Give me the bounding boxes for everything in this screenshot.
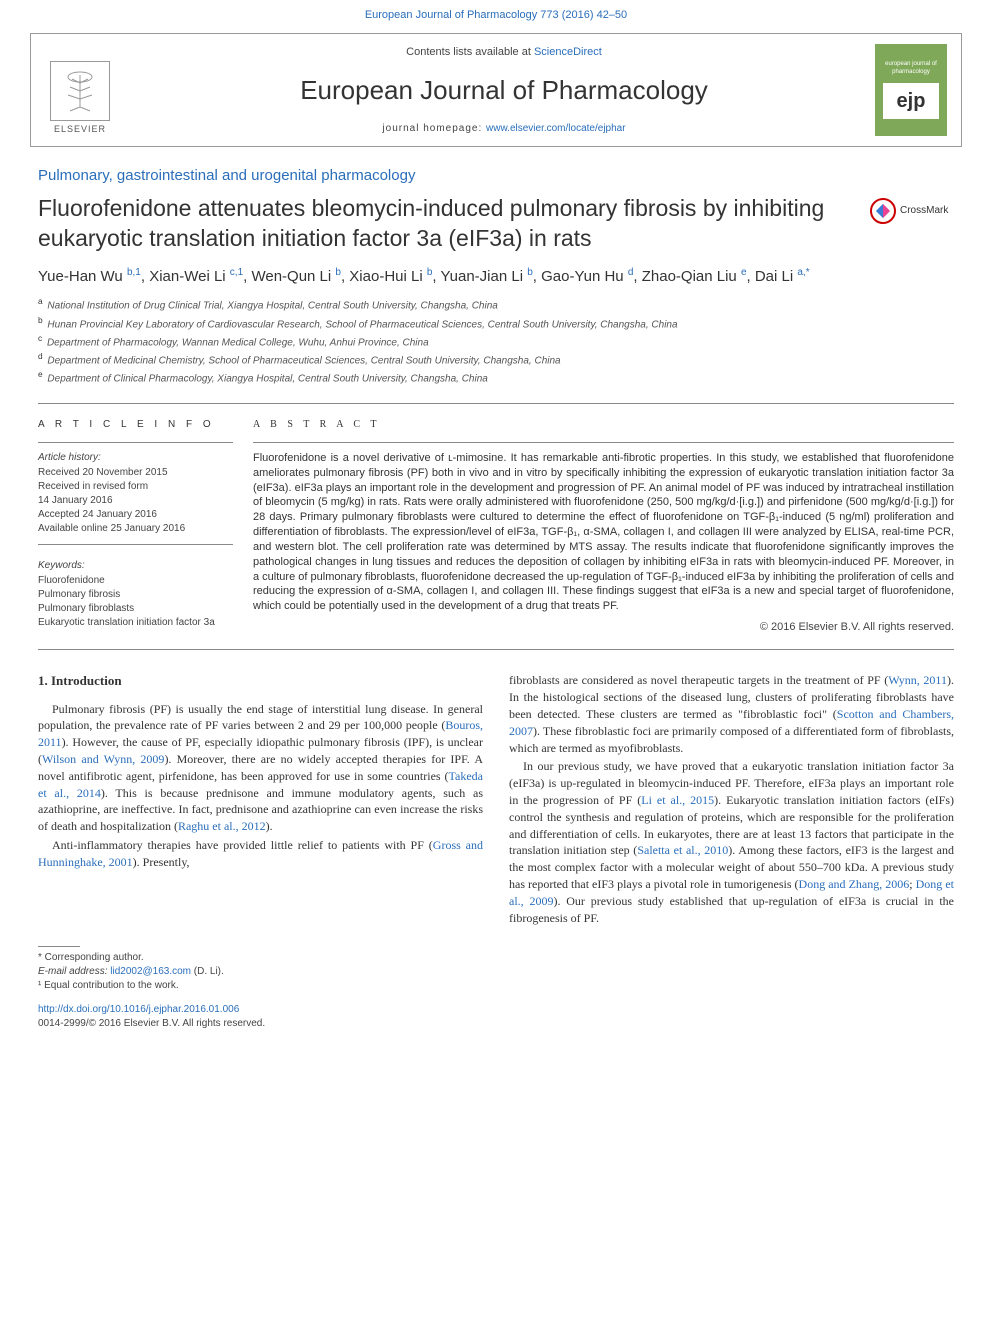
abstract-heading: A B S T R A C T <box>253 418 954 432</box>
section-label: Pulmonary, gastrointestinal and urogenit… <box>38 165 954 186</box>
issn-line: 0014-2999/© 2016 Elsevier B.V. All right… <box>38 1018 265 1029</box>
abstract-copyright: © 2016 Elsevier B.V. All rights reserved… <box>253 620 954 635</box>
keywords-label: Keywords: <box>38 559 233 573</box>
journal-homepage: journal homepage: www.elsevier.com/locat… <box>133 122 875 136</box>
intro-p1: Pulmonary fibrosis (PF) is usually the e… <box>38 701 483 835</box>
body-left-column: 1. Introduction Pulmonary fibrosis (PF) … <box>38 672 483 928</box>
article-info: A R T I C L E I N F O Article history: R… <box>38 418 253 636</box>
article-title: Fluorofenidone attenuates bleomycin-indu… <box>38 194 856 254</box>
contents-line: Contents lists available at ScienceDirec… <box>133 45 875 60</box>
equal-contribution: ¹ Equal contribution to the work. <box>38 979 474 993</box>
affiliation-line: b Hunan Provincial Key Laboratory of Car… <box>38 314 954 332</box>
corresponding-author: * Corresponding author. <box>38 951 474 965</box>
abstract-block: A B S T R A C T Fluorofenidone is a nove… <box>253 418 954 636</box>
journal-header: ELSEVIER Contents lists available at Sci… <box>30 33 962 147</box>
keyword-line: Pulmonary fibroblasts <box>38 602 233 616</box>
intro-p3: fibroblasts are considered as novel ther… <box>509 672 954 756</box>
journal-name: European Journal of Pharmacology <box>133 72 875 108</box>
homepage-link[interactable]: www.elsevier.com/locate/ejphar <box>486 123 626 134</box>
email-link[interactable]: lid2002@163.com <box>110 966 191 977</box>
history-line: Received 20 November 2015 <box>38 466 233 480</box>
cover-mid-text: ejp <box>883 83 939 119</box>
affiliation-line: c Department of Pharmacology, Wannan Med… <box>38 332 954 350</box>
article-info-heading: A R T I C L E I N F O <box>38 418 233 432</box>
elsevier-tree-icon <box>50 61 110 121</box>
affiliation-line: a National Institution of Drug Clinical … <box>38 295 954 313</box>
abstract-text: Fluorofenidone is a novel derivative of … <box>253 451 954 614</box>
body-right-column: fibroblasts are considered as novel ther… <box>509 672 954 928</box>
cover-top-text: european journal of pharmacology <box>875 58 947 79</box>
keyword-line: Fluorofenidone <box>38 574 233 588</box>
homepage-prefix: journal homepage: <box>382 123 486 134</box>
history-line: 14 January 2016 <box>38 494 233 508</box>
ref-link[interactable]: Wynn, 2011 <box>888 673 947 687</box>
contents-prefix: Contents lists available at <box>406 46 534 58</box>
ref-link[interactable]: Li et al., 2015 <box>641 793 714 807</box>
crossmark-label: CrossMark <box>900 204 948 218</box>
email-line: E-mail address: lid2002@163.com (D. Li). <box>38 965 474 979</box>
history-line: Accepted 24 January 2016 <box>38 508 233 522</box>
intro-heading: 1. Introduction <box>38 672 483 690</box>
doi-link[interactable]: http://dx.doi.org/10.1016/j.ejphar.2016.… <box>38 1004 239 1015</box>
intro-p2: Anti-inflammatory therapies have provide… <box>38 837 483 871</box>
divider <box>38 403 954 404</box>
ref-link[interactable]: Wilson and Wynn, 2009 <box>42 752 164 766</box>
divider <box>38 649 954 650</box>
affiliations: a National Institution of Drug Clinical … <box>38 295 954 387</box>
authors: Yue-Han Wu b,1, Xian-Wei Li c,1, Wen-Qun… <box>38 266 954 287</box>
ref-link[interactable]: Saletta et al., 2010 <box>637 843 728 857</box>
footnote-rule <box>38 946 80 947</box>
affiliation-line: d Department of Medicinal Chemistry, Sch… <box>38 350 954 368</box>
top-citation: European Journal of Pharmacology 773 (20… <box>0 0 992 27</box>
footnotes: * Corresponding author. E-mail address: … <box>38 946 474 993</box>
elsevier-logo: ELSEVIER <box>45 45 115 135</box>
affiliation-line: e Department of Clinical Pharmacology, X… <box>38 368 954 386</box>
crossmark-badge[interactable]: CrossMark <box>870 198 954 224</box>
journal-cover-icon: european journal of pharmacology ejp <box>875 44 947 136</box>
history-line: Available online 25 January 2016 <box>38 522 233 536</box>
history-line: Received in revised form <box>38 480 233 494</box>
sciencedirect-link[interactable]: ScienceDirect <box>534 46 602 58</box>
header-center: Contents lists available at ScienceDirec… <box>133 45 875 137</box>
crossmark-icon <box>870 198 896 224</box>
keyword-line: Eukaryotic translation initiation factor… <box>38 616 233 630</box>
ref-link[interactable]: Raghu et al., 2012 <box>178 819 266 833</box>
doi-block: http://dx.doi.org/10.1016/j.ejphar.2016.… <box>38 1003 954 1031</box>
intro-p4: In our previous study, we have proved th… <box>509 758 954 926</box>
elsevier-label: ELSEVIER <box>54 123 106 136</box>
ref-link[interactable]: Dong and Zhang, 2006 <box>799 877 910 891</box>
keyword-line: Pulmonary fibrosis <box>38 588 233 602</box>
history-label: Article history: <box>38 451 233 465</box>
